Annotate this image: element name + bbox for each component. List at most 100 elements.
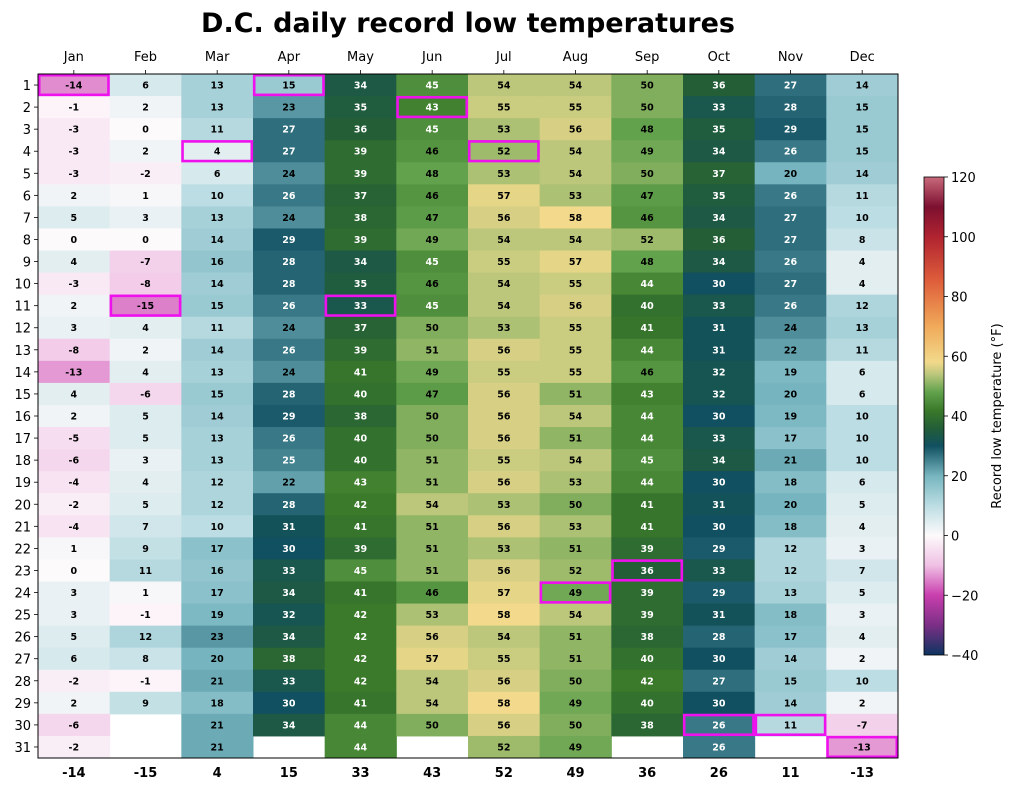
cell-value-label: 13 <box>211 213 224 224</box>
cell-value-label: 21 <box>211 720 224 731</box>
heat-cell <box>826 250 899 274</box>
cell-value-label: 56 <box>497 720 511 731</box>
cell-value-label: 36 <box>641 566 655 577</box>
month-tick-label: Sep <box>635 50 660 65</box>
heat-cell <box>181 713 254 737</box>
heat-cell <box>468 471 541 494</box>
cell-value-label: 49 <box>426 367 439 378</box>
heat-cell <box>611 184 684 207</box>
cell-value-label: 47 <box>641 191 654 202</box>
heat-cell <box>683 382 756 406</box>
cell-value-label: 9 <box>142 544 149 555</box>
heat-cell <box>181 625 254 649</box>
heat-cell <box>324 603 397 627</box>
heat-cell <box>683 735 756 759</box>
cell-value-label: 40 <box>641 654 655 665</box>
heat-cell <box>468 669 541 693</box>
cell-value-label: 1 <box>142 191 149 202</box>
day-tick-label: 2 <box>23 101 31 116</box>
cell-value-label: 50 <box>426 720 440 731</box>
heat-cell <box>611 140 684 163</box>
heat-cell <box>826 206 899 229</box>
day-tick-label: 7 <box>23 211 31 226</box>
cell-value-label: 56 <box>497 478 511 489</box>
heat-cell <box>754 96 827 119</box>
cell-value-label: 28 <box>282 500 296 511</box>
cell-value-label: 36 <box>712 81 726 92</box>
cell-value-label: 32 <box>282 610 295 621</box>
cell-value-label: 51 <box>569 434 582 445</box>
cell-value-label: -1 <box>140 676 151 687</box>
heat-cell <box>253 184 326 207</box>
heat-cell <box>468 360 541 384</box>
month-tick-label: Jan <box>63 50 84 65</box>
heat-cell <box>109 316 182 340</box>
cell-value-label: 54 <box>426 676 440 687</box>
heat-cell <box>396 427 469 450</box>
heat-cell <box>324 427 397 450</box>
heat-cell <box>109 162 182 185</box>
heat-cell <box>109 74 182 97</box>
month-tick-label: Oct <box>708 50 730 65</box>
month-tick-label: Mar <box>205 50 230 65</box>
heat-cell <box>539 206 612 229</box>
heat-cell <box>611 118 684 141</box>
cell-value-label: 37 <box>712 169 725 180</box>
cell-value-label: 55 <box>569 345 582 356</box>
heat-cell <box>683 691 756 715</box>
cell-value-label: 19 <box>211 610 224 621</box>
heat-cell <box>468 96 541 119</box>
heat-cell <box>38 625 111 649</box>
heat-cell <box>253 691 326 715</box>
cell-value-label: 57 <box>497 191 510 202</box>
cell-value-label: 27 <box>784 279 797 290</box>
cell-value-label: 50 <box>569 500 583 511</box>
day-tick-label: 14 <box>14 366 31 381</box>
heat-cell <box>683 449 756 472</box>
cell-value-label: 46 <box>426 279 440 290</box>
heat-cell <box>754 74 827 97</box>
cell-value-label: 50 <box>569 676 583 687</box>
colorbar-tick-label: −40 <box>951 649 978 664</box>
cell-value-label: 13 <box>211 103 224 114</box>
cell-value-label: 15 <box>856 103 869 114</box>
cell-value-label: 54 <box>497 632 511 643</box>
heat-cell <box>826 427 899 450</box>
heat-cell <box>38 118 111 141</box>
cell-value-label: 18 <box>784 522 798 533</box>
cell-value-label: 4 <box>71 257 78 268</box>
month-tick-label: Feb <box>134 50 157 65</box>
cell-value-label: 2 <box>71 698 78 709</box>
cell-value-label: 34 <box>712 257 726 268</box>
heat-cell <box>38 537 111 560</box>
cell-value-label: 34 <box>282 720 296 731</box>
cell-value-label: 44 <box>641 279 655 290</box>
cell-value-label: 23 <box>211 632 224 643</box>
heat-cell <box>611 427 684 450</box>
heat-cell <box>468 74 541 97</box>
cell-value-label: 56 <box>497 522 511 533</box>
cell-value-label: 52 <box>641 235 654 246</box>
cell-value-label: 29 <box>712 544 725 555</box>
cell-value-label: 41 <box>641 500 654 511</box>
heat-cell <box>396 382 469 406</box>
heat-cell <box>468 162 541 185</box>
heat-cell <box>539 625 612 649</box>
day-tick-label: 1 <box>23 79 31 94</box>
cell-value-label: 2 <box>71 412 78 423</box>
heat-cell <box>253 162 326 185</box>
heat-cell <box>683 272 756 296</box>
cell-value-label: 14 <box>211 345 225 356</box>
heat-cell <box>109 250 182 274</box>
cell-value-label: 4 <box>214 147 221 158</box>
cell-value-label: 21 <box>211 676 224 687</box>
cell-value-label: 35 <box>712 125 725 136</box>
heat-cell <box>826 272 899 296</box>
cell-value-label: 16 <box>211 566 225 577</box>
heat-cell <box>396 669 469 693</box>
cell-value-label: 26 <box>282 345 296 356</box>
cell-value-label: 42 <box>354 632 367 643</box>
cell-value-label: 15 <box>856 125 869 136</box>
monthly-record-low: 26 <box>710 766 728 781</box>
day-tick-label: 11 <box>14 300 31 315</box>
